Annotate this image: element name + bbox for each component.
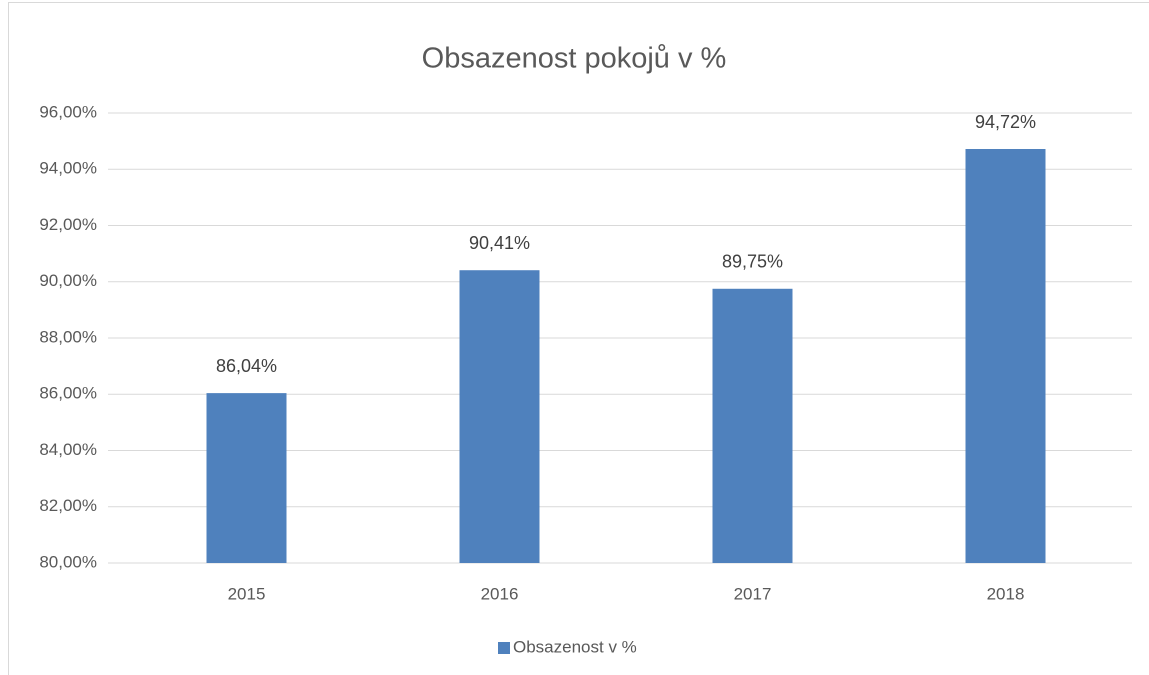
legend-label: Obsazenost v % [513,637,637,656]
y-tick-label: 92,00% [39,215,97,234]
data-label: 94,72% [975,112,1036,132]
x-tick-label: 2017 [734,584,772,603]
y-tick-label: 86,00% [39,384,97,403]
data-label: 89,75% [722,252,783,272]
bar [712,288,793,563]
legend-swatch [498,642,510,654]
x-tick-label: 2018 [987,584,1025,603]
x-tick-label: 2016 [481,584,519,603]
y-tick-label: 94,00% [39,159,97,178]
bar [206,393,287,563]
bar [965,149,1046,563]
x-tick-label: 2015 [228,584,266,603]
y-tick-label: 88,00% [39,327,97,346]
y-tick-label: 80,00% [39,552,97,571]
y-tick-label: 96,00% [39,102,97,121]
y-tick-label: 82,00% [39,496,97,515]
bar [459,270,540,563]
data-label: 90,41% [469,233,530,253]
chart-title: Obsazenost pokojů v % [422,43,727,75]
y-tick-label: 84,00% [39,440,97,459]
data-label: 86,04% [216,356,277,376]
y-tick-label: 90,00% [39,271,97,290]
